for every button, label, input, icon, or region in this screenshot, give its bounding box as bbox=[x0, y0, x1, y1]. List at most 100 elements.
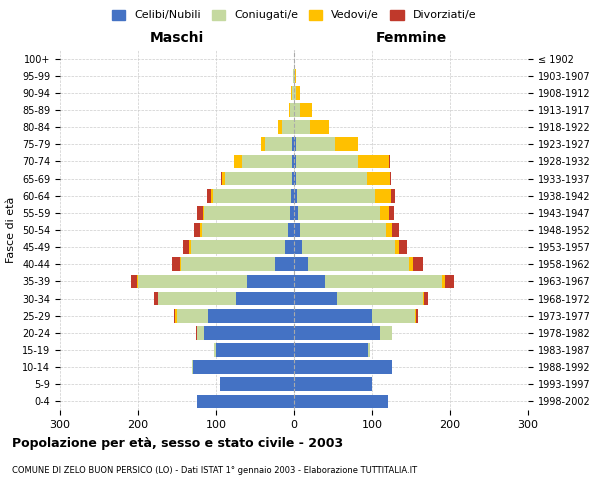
Bar bbox=[293, 69, 294, 82]
Bar bbox=[413, 258, 423, 271]
Bar bbox=[294, 360, 392, 374]
Bar bbox=[294, 189, 297, 202]
Bar bbox=[138, 274, 247, 288]
Bar bbox=[380, 326, 392, 340]
Bar bbox=[442, 274, 445, 288]
Bar bbox=[177, 309, 208, 322]
Bar bbox=[296, 138, 335, 151]
Bar bbox=[284, 240, 294, 254]
Bar bbox=[294, 274, 325, 288]
Bar bbox=[137, 274, 138, 288]
Bar bbox=[380, 206, 389, 220]
Bar bbox=[202, 223, 288, 237]
Bar bbox=[337, 292, 422, 306]
Bar bbox=[154, 292, 157, 306]
Bar bbox=[197, 206, 203, 220]
Bar bbox=[300, 223, 386, 237]
Bar bbox=[389, 206, 394, 220]
Bar bbox=[157, 292, 235, 306]
Bar bbox=[183, 240, 190, 254]
Bar bbox=[294, 394, 388, 408]
Bar bbox=[174, 309, 175, 322]
Bar bbox=[294, 103, 300, 117]
Bar bbox=[325, 274, 442, 288]
Bar bbox=[190, 240, 191, 254]
Bar bbox=[291, 189, 294, 202]
Bar bbox=[297, 189, 375, 202]
Bar bbox=[302, 240, 395, 254]
Bar bbox=[395, 240, 400, 254]
Bar bbox=[294, 86, 296, 100]
Bar bbox=[204, 206, 290, 220]
Bar bbox=[375, 189, 391, 202]
Bar bbox=[294, 138, 296, 151]
Bar bbox=[216, 343, 294, 357]
Bar bbox=[294, 120, 310, 134]
Bar bbox=[294, 172, 296, 185]
Bar bbox=[206, 189, 211, 202]
Bar bbox=[335, 138, 358, 151]
Bar bbox=[213, 189, 291, 202]
Bar bbox=[221, 172, 222, 185]
Bar bbox=[197, 394, 294, 408]
Bar bbox=[423, 292, 424, 306]
Bar bbox=[292, 138, 294, 151]
Bar bbox=[191, 240, 284, 254]
Bar bbox=[296, 154, 358, 168]
Bar bbox=[294, 223, 300, 237]
Bar bbox=[275, 258, 294, 271]
Bar bbox=[292, 86, 294, 100]
Bar bbox=[294, 206, 298, 220]
Bar bbox=[261, 138, 265, 151]
Bar bbox=[208, 309, 294, 322]
Bar bbox=[294, 309, 372, 322]
Bar bbox=[368, 343, 370, 357]
Bar bbox=[180, 258, 181, 271]
Bar bbox=[292, 172, 294, 185]
Bar bbox=[296, 86, 300, 100]
Text: Femmine: Femmine bbox=[376, 31, 446, 45]
Bar bbox=[445, 274, 454, 288]
Bar bbox=[247, 274, 294, 288]
Bar bbox=[196, 326, 197, 340]
Bar bbox=[204, 326, 294, 340]
Bar bbox=[175, 309, 177, 322]
Bar bbox=[409, 258, 413, 271]
Bar bbox=[295, 69, 296, 82]
Bar bbox=[391, 189, 395, 202]
Bar bbox=[294, 69, 295, 82]
Bar bbox=[192, 360, 193, 374]
Bar bbox=[294, 326, 380, 340]
Bar bbox=[424, 292, 428, 306]
Bar bbox=[278, 120, 283, 134]
Bar bbox=[222, 172, 226, 185]
Bar bbox=[203, 206, 204, 220]
Bar bbox=[310, 120, 329, 134]
Bar bbox=[131, 274, 137, 288]
Bar bbox=[294, 343, 368, 357]
Bar bbox=[194, 223, 200, 237]
Bar bbox=[172, 258, 180, 271]
Bar bbox=[226, 172, 292, 185]
Bar bbox=[242, 154, 292, 168]
Bar bbox=[390, 172, 391, 185]
Bar bbox=[283, 120, 294, 134]
Bar bbox=[392, 223, 398, 237]
Bar bbox=[292, 154, 294, 168]
Bar bbox=[389, 154, 390, 168]
Bar bbox=[298, 206, 380, 220]
Bar bbox=[400, 240, 407, 254]
Bar bbox=[294, 240, 302, 254]
Bar bbox=[358, 154, 389, 168]
Bar bbox=[296, 172, 367, 185]
Bar bbox=[372, 309, 415, 322]
Bar bbox=[294, 378, 372, 391]
Bar bbox=[211, 189, 213, 202]
Bar bbox=[181, 258, 275, 271]
Bar bbox=[289, 103, 290, 117]
Text: Popolazione per età, sesso e stato civile - 2003: Popolazione per età, sesso e stato civil… bbox=[12, 438, 343, 450]
Bar bbox=[200, 223, 202, 237]
Bar bbox=[367, 172, 390, 185]
Bar bbox=[294, 154, 296, 168]
Bar bbox=[386, 223, 392, 237]
